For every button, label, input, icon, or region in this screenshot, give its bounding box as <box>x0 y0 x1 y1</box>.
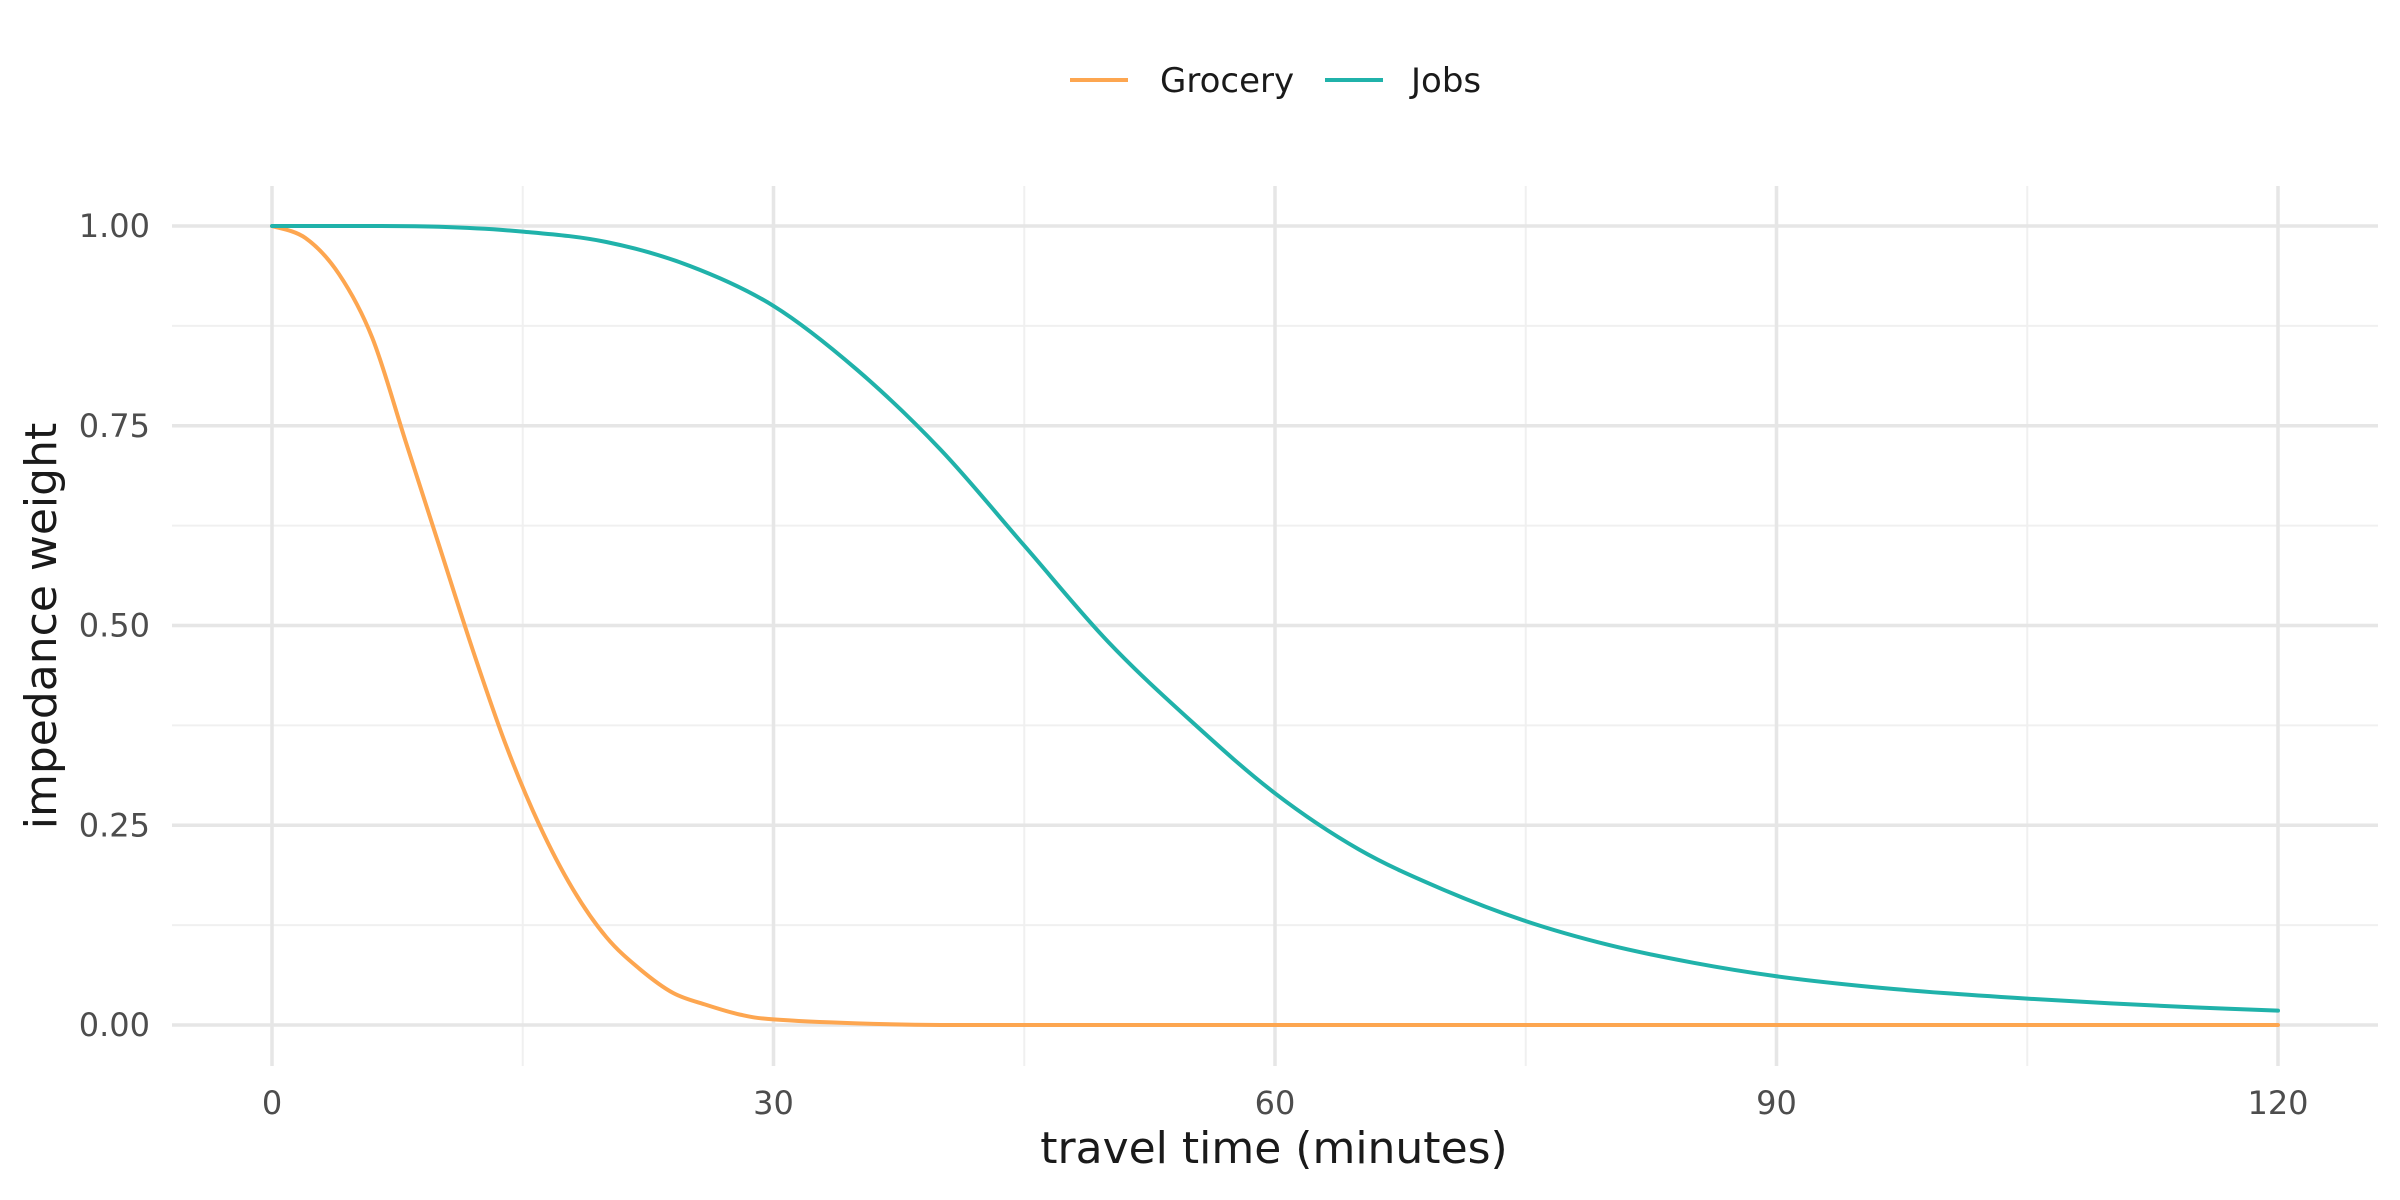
series-lines <box>270 223 2280 1028</box>
x-axis-tick-labels: 0 30 60 90 120 <box>262 1084 2309 1122</box>
y-tick-label: 1.00 <box>79 207 150 245</box>
series-line-grocery <box>270 224 2280 1028</box>
legend-label-jobs: Jobs <box>1409 61 1481 101</box>
legend-label-grocery: Grocery <box>1160 61 1294 101</box>
x-tick-label: 30 <box>753 1084 794 1122</box>
x-tick-label: 90 <box>1756 1084 1797 1122</box>
y-axis-title: impedance weight <box>16 423 67 829</box>
y-tick-label: 0.50 <box>79 607 150 645</box>
legend: Grocery Jobs <box>1070 61 1481 101</box>
x-axis-title: travel time (minutes) <box>1040 1123 1507 1174</box>
y-tick-label: 0.00 <box>79 1006 150 1044</box>
y-tick-label: 0.75 <box>79 407 150 445</box>
y-tick-label: 0.25 <box>79 806 150 844</box>
x-tick-label: 60 <box>1255 1084 1296 1122</box>
y-axis-tick-labels: 0.00 0.25 0.50 0.75 1.00 <box>79 207 150 1044</box>
gridlines <box>172 186 2378 1066</box>
series-line-jobs <box>270 223 2280 1013</box>
x-tick-label: 0 <box>262 1084 282 1122</box>
x-tick-label: 120 <box>2247 1084 2308 1122</box>
